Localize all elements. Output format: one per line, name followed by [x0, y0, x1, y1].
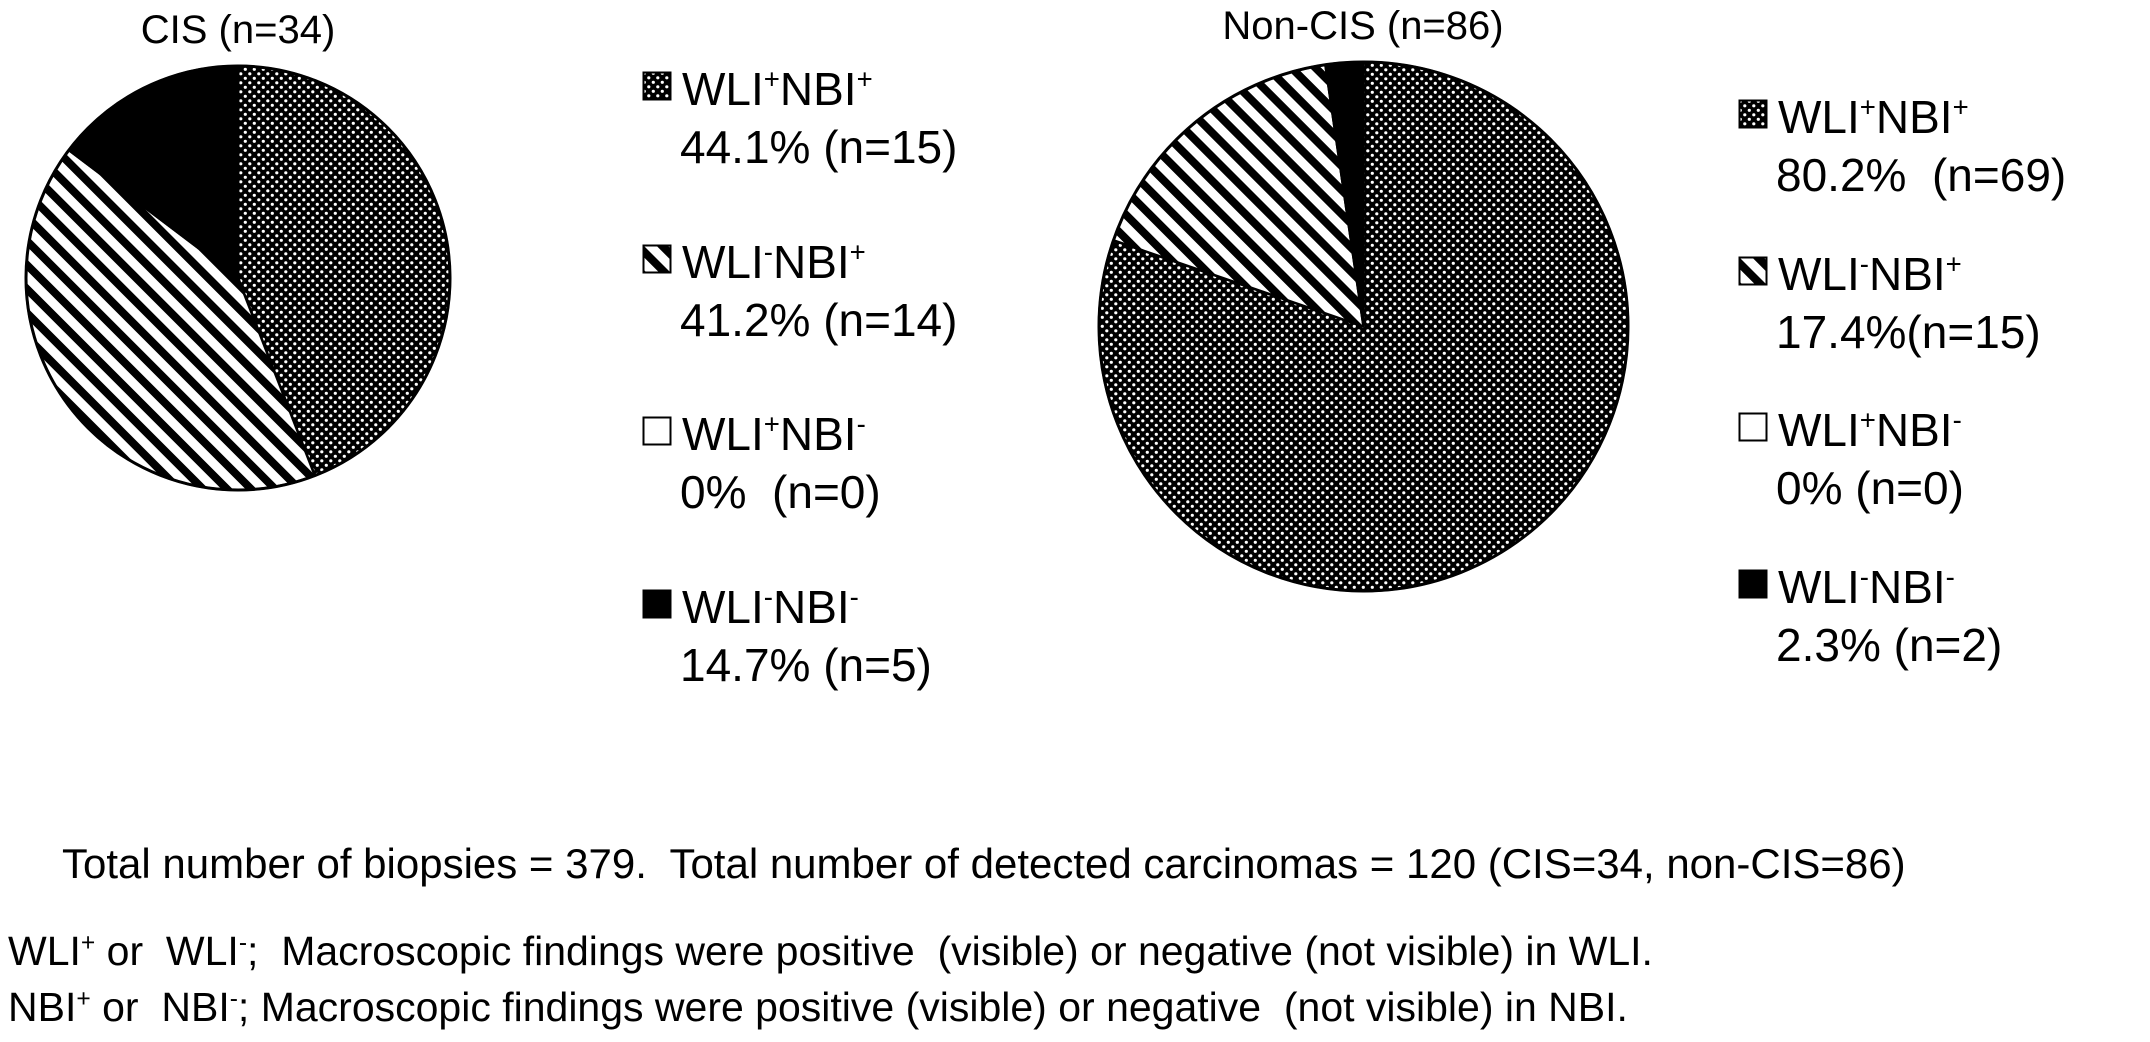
legend-value: 80.2% (n=69): [1776, 149, 2067, 202]
legend-label: WLI-NBI+: [682, 235, 866, 288]
legend-label-line: WLI-NBI+: [1738, 247, 2066, 301]
legend-swatch-icon: [1738, 99, 1768, 129]
legend-swatch-icon: [642, 244, 672, 274]
pie-noncis: [1097, 60, 1629, 593]
legend-label: WLI-NBI-: [1778, 560, 1955, 613]
legend-label: WLI-NBI+: [1778, 247, 1962, 300]
legend-label-line: WLI+NBI-: [642, 407, 957, 461]
legend-value: 0% (n=0): [1776, 462, 1964, 515]
legend-value: 41.2% (n=14): [680, 293, 958, 346]
legend-swatch-icon: [1738, 569, 1768, 599]
legend-swatch-icon: [1738, 412, 1768, 442]
legend-item: WLI+NBI- 0% (n=0): [1738, 403, 2066, 516]
legend-item: WLI-NBI+ 41.2% (n=14): [642, 235, 957, 348]
legend-noncis: WLI+NBI+ 80.2% (n=69) WLI-NBI+ 17.4%(n=1…: [1738, 90, 2066, 716]
pie-cis: [24, 64, 452, 492]
legend-value: 2.3% (n=2): [1776, 618, 2003, 671]
legend-value: 0% (n=0): [680, 466, 881, 519]
legend-swatch-icon: [1738, 256, 1768, 286]
pie-outline: [24, 64, 452, 492]
legend-value: 14.7% (n=5): [680, 638, 932, 691]
legend-swatch-icon: [642, 589, 672, 619]
legend-label-line: WLI+NBI+: [1738, 90, 2066, 144]
legend-value: 17.4%(n=15): [1776, 305, 2041, 358]
legend-label-line: WLI+NBI+: [642, 62, 957, 116]
legend-label-line: WLI-NBI-: [642, 580, 957, 634]
totals-caption: Total number of biopsies = 379. Total nu…: [62, 840, 1906, 887]
legend-label-line: WLI+NBI-: [1738, 403, 2066, 457]
legend-label: WLI+NBI+: [682, 63, 873, 115]
legend-label-line: WLI-NBI-: [1738, 560, 2066, 614]
legend-cis: WLI+NBI+ 44.1% (n=15) WLI-NBI+ 41.2% (n=…: [642, 62, 957, 752]
legend-label: WLI+NBI+: [1778, 91, 1969, 143]
legend-label: WLI+NBI-: [682, 408, 866, 461]
legend-item: WLI+NBI+ 80.2% (n=69): [1738, 90, 2066, 203]
legend-value: 44.1% (n=15): [680, 121, 958, 174]
footnote-nbi: NBI+ or NBI-; Macroscopic findings were …: [8, 984, 1628, 1030]
legend-label: WLI-NBI-: [682, 580, 859, 633]
legend-label: WLI+NBI-: [1778, 404, 1962, 457]
legend-item: WLI+NBI- 0% (n=0): [642, 407, 957, 520]
pie-chart-noncis: Non-CIS (n=86): [1085, 2, 1641, 599]
legend-swatch-icon: [642, 416, 672, 446]
pie-outline: [1097, 60, 1629, 593]
legend-label-line: WLI-NBI+: [642, 235, 957, 289]
footnote-wli: WLI+ or WLI-; Macroscopic findings were …: [8, 928, 1653, 974]
chart-title-noncis: Non-CIS (n=86): [1222, 4, 1504, 48]
pie-chart-cis: CIS (n=34): [12, 6, 464, 498]
legend-item: WLI-NBI+ 17.4%(n=15): [1738, 247, 2066, 360]
chart-title-cis: CIS (n=34): [140, 8, 336, 52]
legend-item: WLI+NBI+ 44.1% (n=15): [642, 62, 957, 175]
legend-swatch-icon: [642, 71, 672, 101]
legend-item: WLI-NBI- 14.7% (n=5): [642, 580, 957, 693]
legend-item: WLI-NBI- 2.3% (n=2): [1738, 560, 2066, 673]
